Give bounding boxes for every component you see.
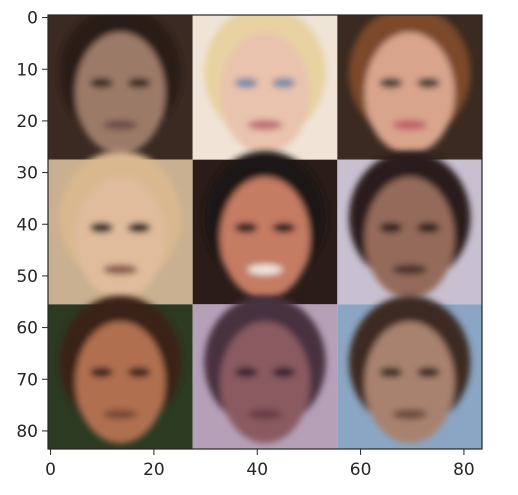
skin [220, 321, 310, 444]
mouth [392, 409, 428, 420]
face-shape [204, 150, 326, 299]
face-shape [348, 15, 471, 154]
tile-face-1 [48, 15, 193, 160]
eye-right [416, 77, 441, 89]
y-tick-label: 40 [16, 215, 38, 235]
mouth [247, 119, 283, 131]
eye-left [234, 77, 258, 89]
eye-left [379, 77, 403, 89]
tile-face-8 [192, 295, 338, 449]
skin [364, 321, 455, 444]
eye-right [272, 222, 296, 233]
mouth [102, 409, 138, 420]
eye-right [127, 367, 151, 378]
skin [364, 177, 455, 299]
eye-left [89, 367, 114, 378]
y-tick-label: 30 [16, 164, 38, 184]
eye-left [89, 222, 114, 233]
eye-right [272, 367, 296, 378]
y-tick-label: 20 [16, 112, 38, 132]
eye-left [89, 77, 114, 89]
skin [75, 32, 166, 154]
tile-face-3 [337, 15, 482, 160]
tile-face-2 [192, 15, 338, 160]
skin [220, 177, 310, 299]
tile-face-4 [48, 150, 193, 305]
face-tiles [48, 15, 482, 449]
skin [364, 32, 455, 154]
face-shape [348, 295, 471, 444]
plot-frame [47, 14, 483, 450]
skin [75, 321, 166, 444]
skin [75, 177, 166, 299]
tile-face-9 [337, 295, 482, 449]
eye-left [234, 222, 258, 233]
eye-right [127, 222, 151, 233]
face-shape [59, 150, 182, 299]
face-shape [204, 295, 326, 444]
mouth [247, 409, 283, 420]
mouth [102, 119, 138, 131]
x-tick-label: 40 [246, 460, 268, 480]
y-tick-label: 50 [16, 267, 38, 287]
mouth [247, 264, 283, 275]
y-tick-label: 80 [16, 422, 38, 442]
tile-face-6 [337, 150, 482, 305]
eye-left [379, 367, 403, 378]
eye-right [127, 77, 151, 89]
eye-right [272, 77, 296, 89]
eye-left [234, 367, 258, 378]
eye-right [416, 222, 441, 233]
x-axis: 0 20 40 60 80 [45, 449, 475, 480]
y-tick-label: 0 [27, 9, 38, 29]
x-tick-label: 60 [350, 460, 372, 480]
mouth [392, 264, 428, 275]
face-shape [59, 295, 182, 444]
tile-face-7 [48, 295, 193, 449]
x-tick-label: 80 [453, 460, 475, 480]
mouth [392, 119, 428, 131]
y-axis: 0 10 20 30 40 50 60 70 80 [16, 9, 48, 442]
y-tick-label: 60 [16, 319, 38, 339]
y-tick-label: 10 [16, 60, 38, 80]
face-shape [59, 15, 182, 154]
eye-left [379, 222, 403, 233]
x-tick-label: 20 [143, 460, 165, 480]
eye-right [416, 367, 441, 378]
face-shape [348, 150, 471, 299]
skin [220, 32, 310, 154]
y-tick-label: 70 [16, 370, 38, 390]
mouth [102, 264, 138, 275]
x-tick-label: 0 [45, 460, 56, 480]
face-shape [204, 15, 326, 154]
tile-face-5 [192, 150, 338, 305]
